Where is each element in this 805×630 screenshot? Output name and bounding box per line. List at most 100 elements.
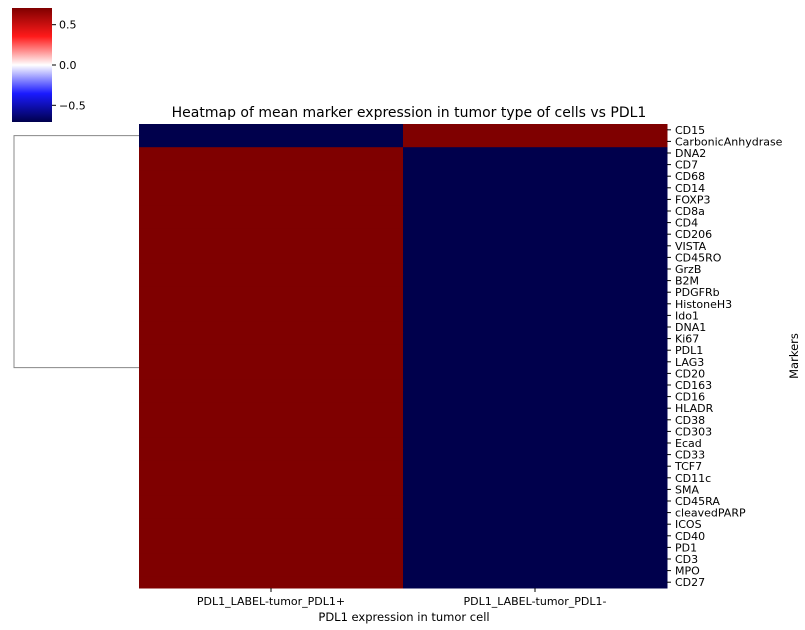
heatmap-cell — [139, 240, 404, 253]
heatmap-cell — [139, 321, 404, 334]
row-label: CD163 — [675, 379, 712, 392]
heatmap-cell — [139, 448, 404, 461]
heatmap-cell — [403, 553, 668, 566]
row-label: CD15 — [675, 124, 705, 137]
row-label: GrzB — [675, 263, 701, 276]
row-label: CD20 — [675, 367, 705, 380]
row-label: Ido1 — [675, 309, 699, 322]
heatmap-cell — [139, 425, 404, 438]
dendrogram-branch — [13, 135, 139, 369]
row-label: Ecad — [675, 437, 702, 450]
heatmap-cell — [403, 472, 668, 485]
heatmap-cell — [403, 182, 668, 195]
heatmap-cell — [403, 530, 668, 543]
heatmap-cell — [403, 437, 668, 450]
heatmap-cell — [139, 216, 404, 229]
heatmap-cell — [139, 506, 404, 519]
row-label: CarbonicAnhydrase — [675, 135, 783, 148]
heatmap-cell — [403, 309, 668, 322]
heatmap-cell — [139, 379, 404, 392]
row-label: CD45RO — [675, 251, 722, 264]
heatmap-cell — [139, 274, 404, 287]
heatmap-cell — [139, 158, 404, 171]
heatmap-cell — [403, 170, 668, 183]
heatmap-cell — [139, 495, 404, 508]
heatmap-cell — [403, 390, 668, 403]
heatmap-cell — [403, 564, 668, 577]
heatmap-cell — [403, 460, 668, 473]
row-label: cleavedPARP — [675, 507, 746, 520]
row-label: HistoneH3 — [675, 298, 732, 311]
heatmap-cell — [139, 414, 404, 427]
heatmap-cell — [403, 344, 668, 357]
heatmap-cells — [139, 124, 668, 589]
row-label: CD38 — [675, 414, 705, 427]
row-label: CD7 — [675, 159, 698, 172]
heatmap-cell — [139, 541, 404, 554]
heatmap-cell — [139, 402, 404, 415]
heatmap-cell — [403, 124, 668, 137]
heatmap-cell — [403, 321, 668, 334]
heatmap-cell — [139, 182, 404, 195]
heatmap-cell — [403, 506, 668, 519]
heatmap-cell — [403, 147, 668, 160]
heatmap-cell — [403, 356, 668, 369]
heatmap-cell — [139, 344, 404, 357]
heatmap-cell — [403, 518, 668, 531]
heatmap-cell — [139, 170, 404, 183]
row-label: CD40 — [675, 530, 705, 543]
heatmap-cell — [403, 414, 668, 427]
row-label: DNA2 — [675, 147, 706, 160]
row-label: CD206 — [675, 228, 712, 241]
row-label: CD14 — [675, 182, 705, 195]
colorbar-tick-label: −0.5 — [59, 99, 86, 112]
y-axis-label: Markers — [787, 333, 801, 379]
row-label: CD68 — [675, 170, 705, 183]
row-label: DNA1 — [675, 321, 706, 334]
heatmap-cell — [403, 298, 668, 311]
row-label: B2M — [675, 275, 699, 288]
heatmap-cell — [403, 158, 668, 171]
row-label: VISTA — [675, 240, 707, 253]
colorbar-tick-label: 0.0 — [59, 59, 77, 72]
heatmap-cell — [403, 286, 668, 299]
heatmap-cell — [139, 286, 404, 299]
row-label: FOXP3 — [675, 193, 710, 206]
heatmap-cell — [139, 193, 404, 206]
row-label: CD8a — [675, 205, 705, 218]
column-labels: PDL1_LABEL-tumor_PDL1+ PDL1_LABEL-tumor_P… — [197, 588, 607, 608]
heatmap-cell — [403, 228, 668, 241]
heatmap-cell — [403, 205, 668, 218]
heatmap-cell — [403, 495, 668, 508]
heatmap-cell — [139, 390, 404, 403]
row-label: SMA — [675, 483, 699, 496]
row-label: PD1 — [675, 541, 697, 554]
row-label: CD45RA — [675, 495, 720, 508]
heatmap-cell — [139, 472, 404, 485]
row-label: CD16 — [675, 391, 705, 404]
heatmap-cell — [403, 425, 668, 438]
heatmap-cell — [403, 448, 668, 461]
heatmap-cell — [403, 193, 668, 206]
heatmap-cell — [403, 332, 668, 345]
row-label: CD4 — [675, 217, 698, 230]
chart-title: Heatmap of mean marker expression in tum… — [172, 105, 647, 121]
row-label: LAG3 — [675, 356, 704, 369]
heatmap-cell — [139, 483, 404, 496]
row-label: PDGFRb — [675, 286, 720, 299]
heatmap-cell — [139, 251, 404, 264]
heatmap-cell — [139, 124, 404, 137]
row-label: TCF7 — [674, 460, 702, 473]
row-label: MPO — [675, 565, 700, 578]
colorbar-ticks: 0.5 0.0 −0.5 — [52, 19, 86, 112]
heatmap-cell — [139, 309, 404, 322]
row-label: CD27 — [675, 576, 705, 589]
heatmap-cell — [403, 379, 668, 392]
heatmap-cell — [139, 298, 404, 311]
heatmap-cell — [139, 576, 404, 589]
heatmap-cell — [403, 251, 668, 264]
x-axis-label: PDL1 expression in tumor cell — [318, 610, 489, 624]
column-label: PDL1_LABEL-tumor_PDL1+ — [197, 595, 345, 608]
heatmap-cell — [139, 367, 404, 380]
row-label: ICOS — [675, 518, 702, 531]
